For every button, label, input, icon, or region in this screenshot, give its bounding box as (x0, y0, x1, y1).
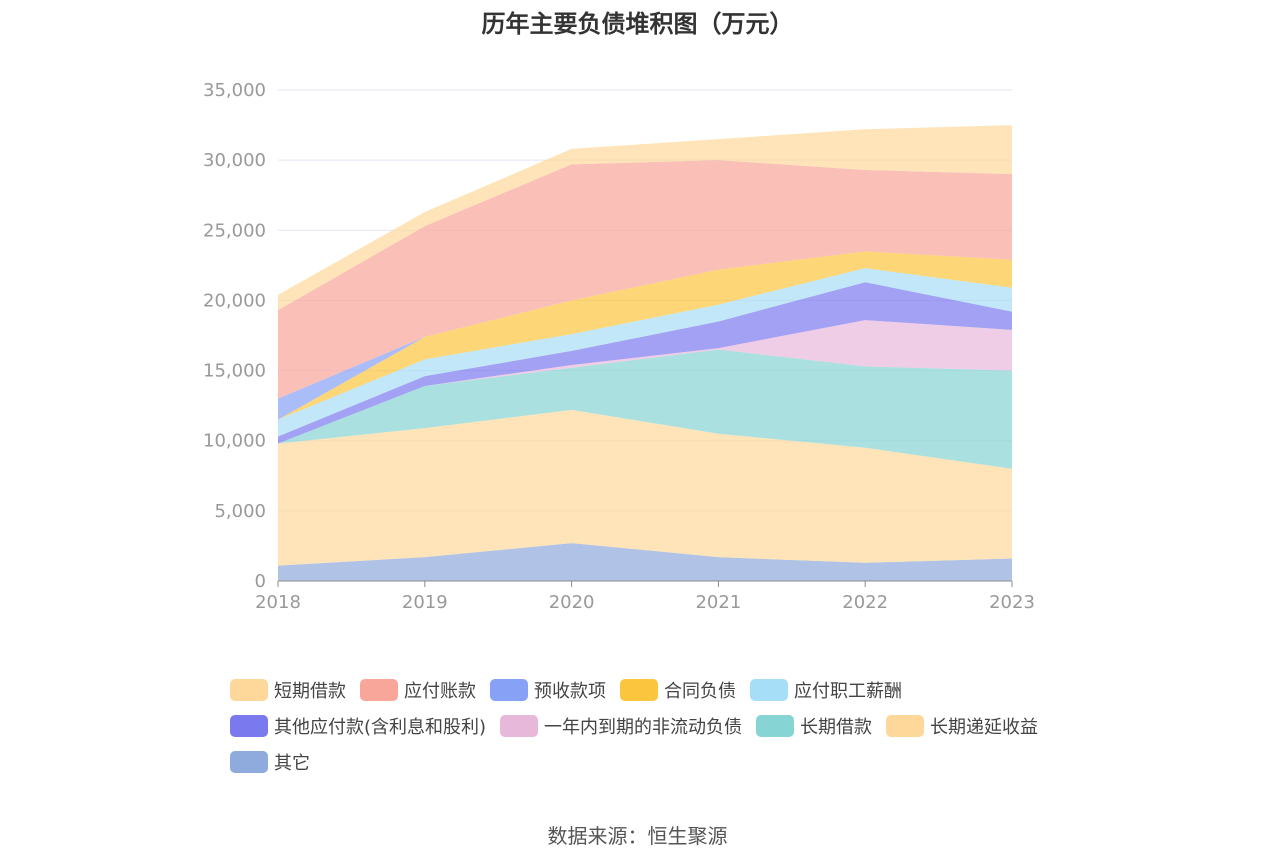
x-tick-label: 2020 (549, 592, 595, 613)
y-tick-label: 20,000 (203, 290, 266, 311)
legend-item-employee-payables[interactable]: 应付职工薪酬 (750, 676, 902, 704)
chart-title: 历年主要负债堆积图（万元） (481, 10, 794, 38)
legend-label: 短期借款 (274, 681, 346, 702)
x-tick-label: 2022 (842, 592, 888, 613)
x-tick-label: 2021 (695, 592, 741, 613)
legend-swatch (230, 679, 268, 701)
legend-label: 合同负债 (664, 681, 736, 702)
x-tick-label: 2019 (402, 592, 448, 613)
area-series (278, 320, 1012, 444)
x-tick-label: 2018 (255, 592, 301, 613)
legend-swatch (490, 679, 528, 701)
x-tick-label: 2023 (989, 592, 1035, 613)
legend-label: 一年内到期的非流动负债 (544, 717, 743, 738)
area-series (278, 409, 1012, 566)
legend-item-deferred-income[interactable]: 长期递延收益 (886, 712, 1038, 740)
area-series (278, 282, 1012, 444)
area-series (278, 160, 1012, 399)
legend-item-short-term-loans[interactable]: 短期借款 (230, 676, 346, 704)
legend-label: 其他应付款(含利息和股利) (274, 717, 487, 738)
legend-item-accounts-payable[interactable]: 应付账款 (360, 676, 476, 704)
y-tick-label: 0 (255, 571, 266, 592)
legend-label: 长期递延收益 (930, 717, 1039, 738)
legend-label: 应付账款 (404, 681, 476, 702)
legend-swatch (230, 715, 268, 737)
legend-item-other-payables[interactable]: 其他应付款(含利息和股利) (230, 712, 486, 740)
y-tick-label: 25,000 (203, 220, 266, 241)
legend-item-advance-receipts[interactable]: 预收款项 (490, 676, 606, 704)
y-tick-label: 30,000 (203, 150, 266, 171)
area-series (278, 349, 1012, 469)
legend-item-contract-liabilities[interactable]: 合同负债 (620, 676, 736, 704)
area-series (278, 543, 1012, 581)
y-tick-label: 15,000 (203, 361, 266, 382)
legend-item-long-term-loans[interactable]: 长期借款 (756, 712, 872, 740)
legend-row: 短期借款 应付账款 预收款项 合同负债 应付职工薪酬 (230, 672, 1070, 708)
legend-item-current-portion-noncurrent[interactable]: 一年内到期的非流动负债 (500, 712, 742, 740)
legend-swatch (230, 751, 268, 773)
legend-swatch (360, 679, 398, 701)
y-tick-label: 10,000 (203, 431, 266, 452)
data-source: 数据来源：恒生聚源 (547, 824, 728, 848)
legend-swatch (500, 715, 539, 737)
y-tick-label: 35,000 (203, 80, 266, 101)
area-series (278, 268, 1012, 437)
y-tick-label: 5,000 (214, 501, 266, 522)
legend-swatch (750, 679, 788, 701)
legend-row: 其它 (230, 744, 1070, 780)
legend-label: 应付职工薪酬 (794, 681, 902, 702)
stacked-area-chart: 0 5,000 10,000 15,000 20,000 25,000 30,000 35,0… (203, 80, 1035, 613)
legend-label: 其它 (274, 753, 310, 774)
legend-swatch (756, 715, 795, 737)
legend-label: 长期借款 (800, 717, 873, 738)
legend-item-other[interactable]: 其它 (230, 748, 310, 776)
legend-row: 其他应付款(含利息和股利) 一年内到期的非流动负债 长期借款 长期递延收益 (230, 708, 1070, 744)
area-series (278, 125, 1012, 311)
legend-label: 预收款项 (534, 681, 606, 702)
legend-swatch (886, 715, 925, 737)
chart-legend: 短期借款 应付账款 预收款项 合同负债 应付职工薪酬 其他应付款(含利息和股利)… (230, 672, 1070, 780)
legend-swatch (620, 679, 658, 701)
